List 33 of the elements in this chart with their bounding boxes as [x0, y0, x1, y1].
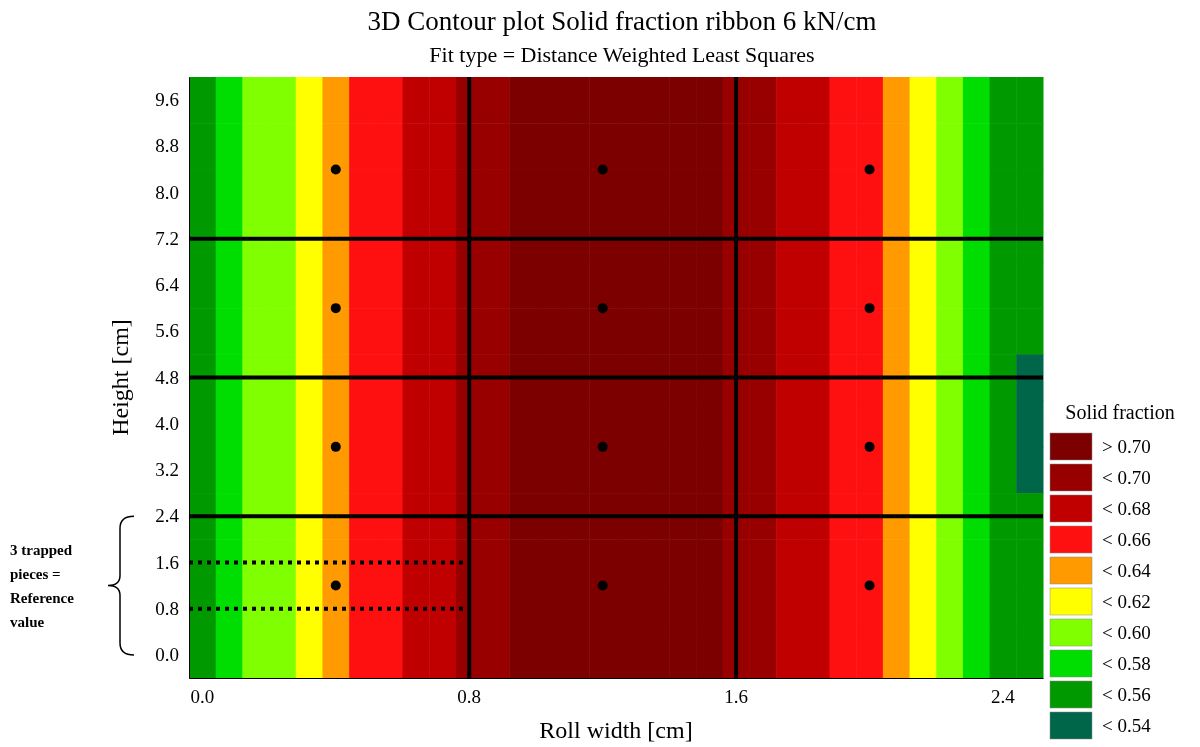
color-bar-label: > 0.70 — [1102, 436, 1151, 457]
y-tick-label: 8.0 — [155, 181, 179, 203]
y-tick-label: 7.2 — [155, 227, 179, 249]
color-bar-label: < 0.56 — [1102, 684, 1151, 705]
color-bar-label: < 0.70 — [1102, 467, 1151, 488]
y-axis-title: Height [cm] — [107, 319, 133, 436]
y-tick-label: 3.2 — [155, 459, 179, 481]
color-bar-label: < 0.60 — [1102, 622, 1151, 643]
text: 3 trapped pieces = Reference value — [10, 541, 75, 630]
y-tick-label: 9.6 — [155, 89, 179, 111]
y-tick-label: 0.0 — [155, 643, 179, 665]
y-tick-label: 0.8 — [155, 597, 179, 619]
color-bar-label: < 0.58 — [1102, 653, 1151, 674]
legend-title: Solid fraction — [1065, 401, 1175, 423]
x-tick-label: 0.8 — [457, 686, 482, 708]
y-tick-label: 4.8 — [155, 366, 179, 388]
color-bar-label: < 0.66 — [1102, 529, 1151, 550]
y-tick-label: 4.0 — [155, 412, 179, 434]
color-bar-label: < 0.54 — [1102, 715, 1152, 736]
y-tick-label: 6.4 — [155, 274, 180, 296]
x-tick-label: 2.4 — [991, 686, 1016, 708]
color-bar-label: < 0.64 — [1102, 560, 1152, 581]
y-tick-label: 8.8 — [155, 135, 179, 157]
color-bar-label: < 0.68 — [1102, 498, 1151, 519]
y-tick-label: 2.4 — [155, 505, 180, 527]
x-tick-label: 0.0 — [190, 686, 215, 708]
x-tick-label: 1.6 — [724, 686, 748, 708]
chart-title: 3D Contour plot Solid fraction ribbon 6 kN/cm — [367, 6, 877, 36]
y-tick-label: 5.6 — [155, 320, 179, 342]
color-bar-label: < 0.62 — [1102, 591, 1151, 612]
chart-subtitle: Fit type = Distance Weighted Least Squares — [429, 42, 815, 67]
x-axis-title: Roll width [cm] — [539, 717, 693, 743]
y-tick-label: 1.6 — [155, 551, 179, 573]
